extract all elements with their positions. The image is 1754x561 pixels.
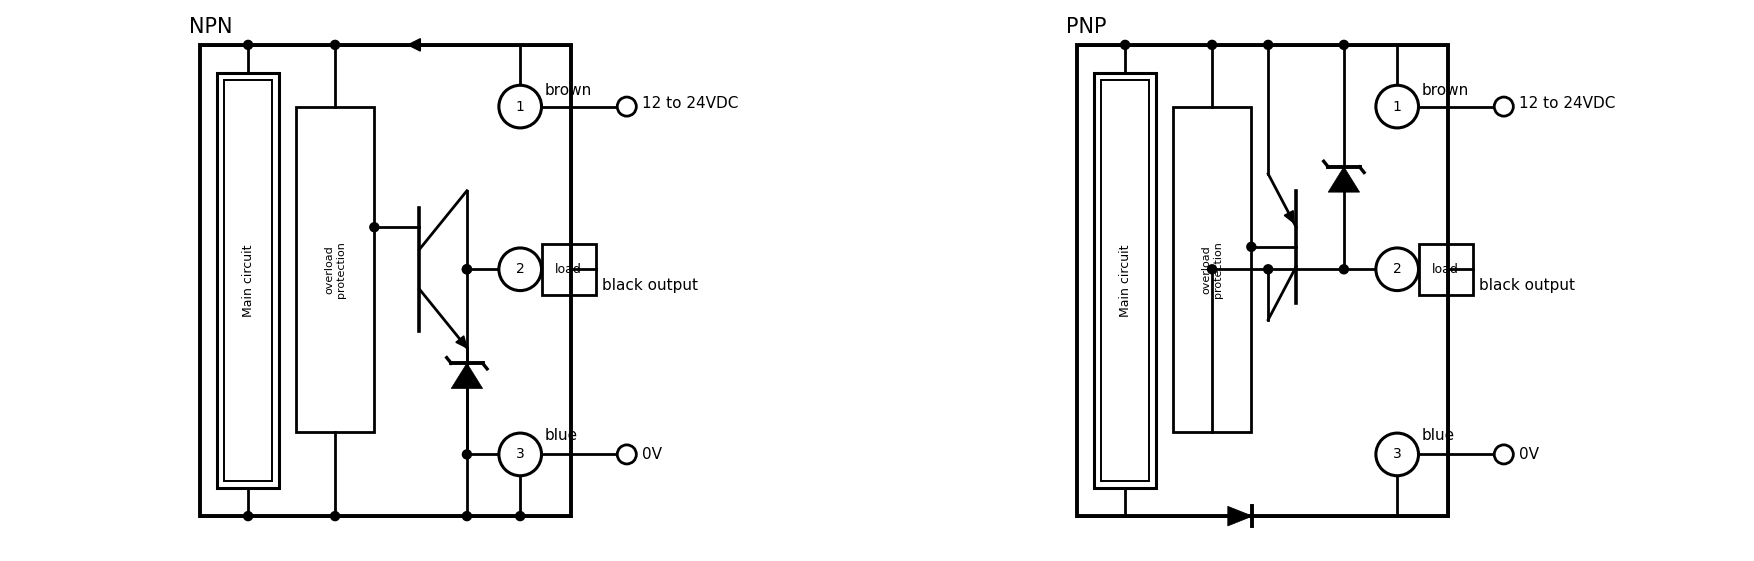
Text: brown: brown xyxy=(544,83,591,98)
Circle shape xyxy=(498,433,542,476)
Text: 1: 1 xyxy=(516,100,524,113)
Text: 2: 2 xyxy=(516,263,524,276)
Circle shape xyxy=(1375,248,1419,291)
Circle shape xyxy=(1340,265,1349,274)
Circle shape xyxy=(516,512,524,521)
Circle shape xyxy=(617,445,637,464)
Circle shape xyxy=(1263,265,1273,274)
Text: NPN: NPN xyxy=(189,17,233,37)
Circle shape xyxy=(1121,40,1130,49)
Polygon shape xyxy=(456,336,467,348)
Circle shape xyxy=(463,265,472,274)
Text: black output: black output xyxy=(1479,278,1575,293)
Circle shape xyxy=(1207,40,1217,49)
Polygon shape xyxy=(1284,211,1294,223)
Text: 12 to 24VDC: 12 to 24VDC xyxy=(642,96,738,111)
Text: load: load xyxy=(1433,263,1459,276)
Circle shape xyxy=(1247,242,1256,251)
Text: 3: 3 xyxy=(516,448,524,461)
Circle shape xyxy=(330,40,340,49)
Circle shape xyxy=(1340,40,1349,49)
Polygon shape xyxy=(451,364,482,388)
Circle shape xyxy=(1494,97,1514,116)
Circle shape xyxy=(1263,40,1273,49)
Circle shape xyxy=(498,248,542,291)
Text: Main circuit: Main circuit xyxy=(1119,244,1131,317)
Circle shape xyxy=(244,512,253,521)
Text: brown: brown xyxy=(1421,83,1468,98)
Circle shape xyxy=(617,97,637,116)
Circle shape xyxy=(1375,85,1419,128)
Text: Main circuit: Main circuit xyxy=(242,244,254,317)
Polygon shape xyxy=(409,39,421,51)
Text: PNP: PNP xyxy=(1066,17,1107,37)
Circle shape xyxy=(1207,265,1217,274)
Text: load: load xyxy=(556,263,582,276)
Text: 2: 2 xyxy=(1393,263,1401,276)
Circle shape xyxy=(463,265,472,274)
Text: overload
protection: overload protection xyxy=(324,241,346,298)
Text: 0V: 0V xyxy=(1519,447,1538,462)
Circle shape xyxy=(370,223,379,232)
Text: overload
protection: overload protection xyxy=(1201,241,1223,298)
Text: black output: black output xyxy=(602,278,698,293)
Polygon shape xyxy=(1228,506,1252,526)
Text: blue: blue xyxy=(544,428,577,443)
Circle shape xyxy=(244,40,253,49)
Circle shape xyxy=(498,85,542,128)
Polygon shape xyxy=(1328,167,1359,192)
Text: 12 to 24VDC: 12 to 24VDC xyxy=(1519,96,1615,111)
Circle shape xyxy=(463,512,472,521)
Circle shape xyxy=(1375,433,1419,476)
Text: 1: 1 xyxy=(1393,100,1401,113)
Text: 0V: 0V xyxy=(642,447,661,462)
Circle shape xyxy=(330,512,340,521)
Circle shape xyxy=(463,450,472,459)
Circle shape xyxy=(1494,445,1514,464)
Text: blue: blue xyxy=(1421,428,1454,443)
Text: 3: 3 xyxy=(1393,448,1401,461)
